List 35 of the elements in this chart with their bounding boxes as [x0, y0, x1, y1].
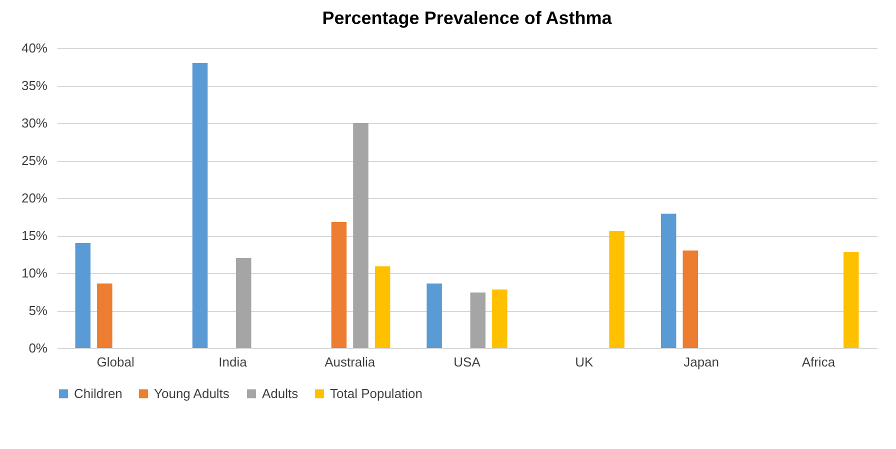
y-tick-label: 15%: [21, 228, 48, 243]
bar: [492, 290, 508, 348]
y-tick-label: 25%: [21, 153, 48, 168]
y-tick-label: 20%: [21, 190, 48, 206]
bar: [470, 292, 486, 348]
x-tick-label: Global: [96, 354, 134, 370]
bar: [609, 231, 624, 348]
bar: [75, 243, 91, 348]
x-tick-label: UK: [575, 354, 594, 370]
bar: [353, 123, 368, 348]
y-tick-label: 0%: [28, 340, 48, 356]
bar: [682, 250, 698, 348]
bar: [426, 284, 442, 348]
x-tick-label: USA: [454, 354, 481, 370]
y-tick-label: 10%: [21, 266, 48, 280]
x-tick-label: Australia: [324, 354, 376, 370]
chart-title: Percentage Prevalence of Asthma: [322, 8, 613, 28]
legend-label: Children: [74, 386, 122, 401]
bar: [331, 222, 347, 348]
bar: [660, 214, 676, 348]
legend-label: Total Population: [330, 386, 423, 401]
y-tick-label: 5%: [28, 303, 48, 318]
x-tick-label: India: [218, 354, 248, 370]
x-tick-label: Africa: [802, 354, 836, 370]
bar: [97, 284, 112, 348]
legend-label: Young Adults: [154, 386, 230, 401]
bar: [236, 258, 252, 348]
bar: [374, 266, 390, 348]
legend-label: Adults: [262, 386, 299, 401]
y-tick-label: 35%: [21, 78, 48, 93]
y-tick-label: 30%: [21, 116, 48, 130]
y-tick-label: 40%: [21, 40, 48, 56]
bar: [192, 63, 208, 348]
bar: [843, 252, 859, 348]
x-tick-label: Japan: [684, 354, 719, 370]
